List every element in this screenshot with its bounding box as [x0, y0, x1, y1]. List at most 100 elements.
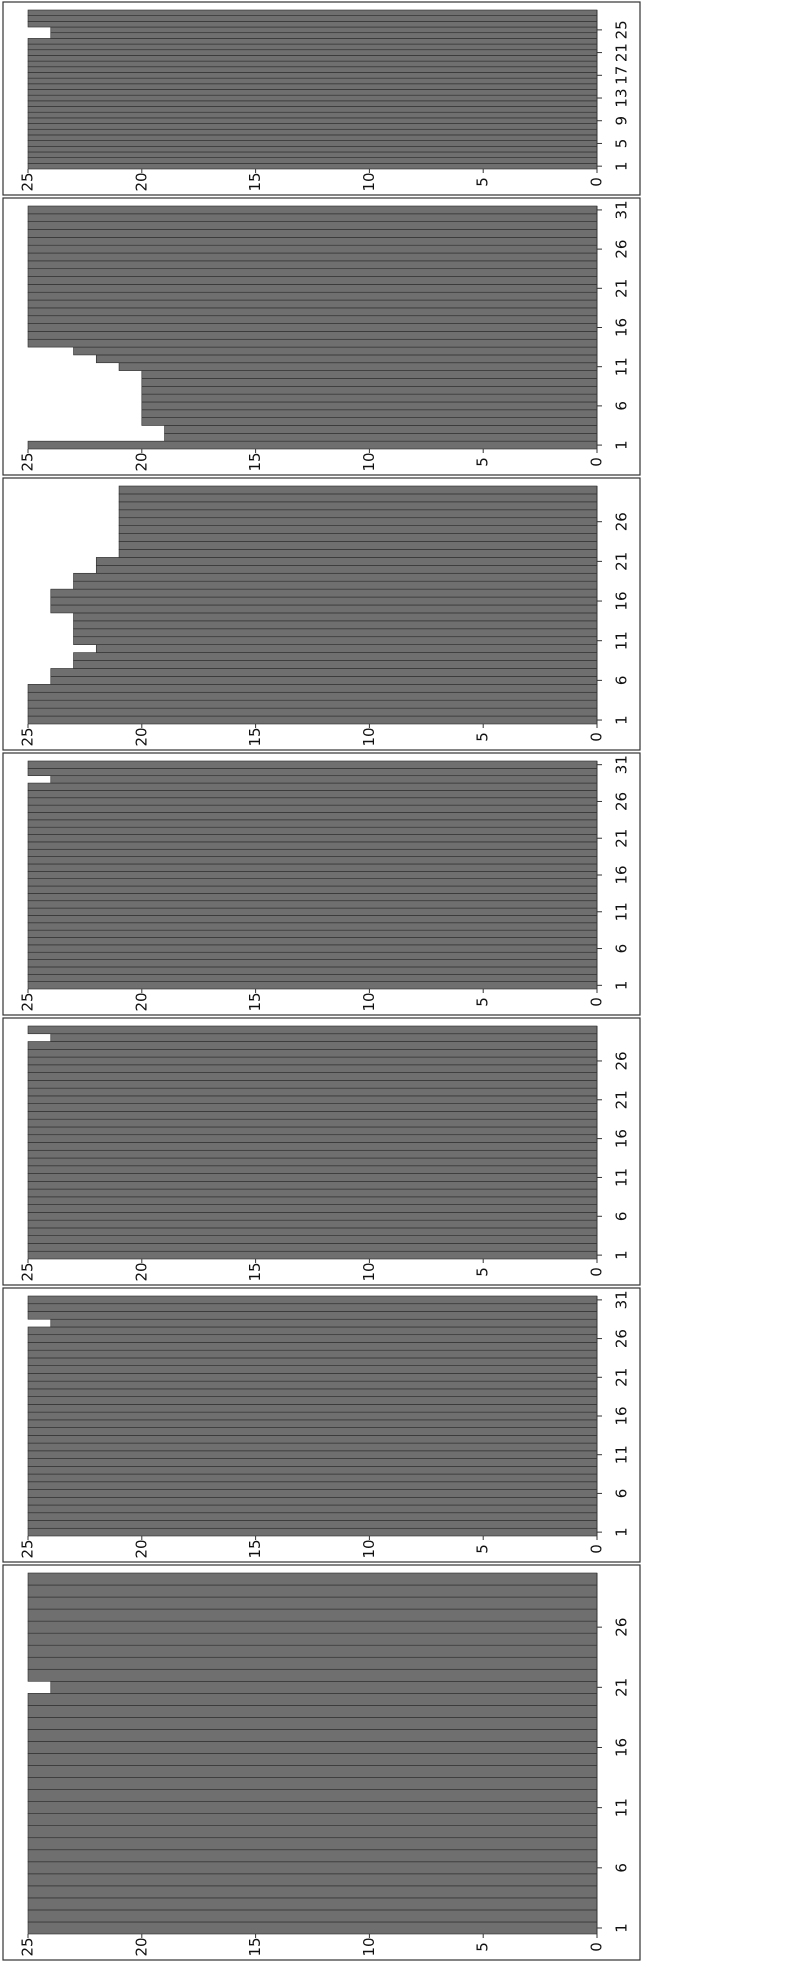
bar	[27, 1411, 598, 1421]
x-tick-label: 26	[613, 792, 631, 811]
y-tick-label: 10	[360, 1937, 378, 1956]
x-tick-label: 31	[613, 755, 631, 774]
bar	[73, 652, 598, 661]
x-tick-label: 31	[613, 1290, 631, 1309]
x-tick-label: 26	[613, 1051, 631, 1070]
bar	[27, 1134, 598, 1143]
x-tick-label: 16	[613, 1406, 631, 1425]
bar	[73, 620, 598, 630]
bar	[27, 900, 598, 909]
bar	[27, 966, 598, 975]
bar	[27, 1527, 598, 1537]
bar	[27, 1118, 598, 1128]
y-tick-label: 15	[246, 172, 264, 191]
panel-frame	[2, 1564, 641, 1961]
bar	[27, 1504, 598, 1514]
bar	[27, 760, 598, 769]
y-tick-label: 20	[132, 452, 150, 471]
bar	[118, 493, 598, 503]
x-tick-label: 1	[613, 1923, 631, 1933]
bar	[27, 1149, 598, 1159]
y-tick-label: 20	[132, 1539, 150, 1558]
bar	[27, 1111, 598, 1120]
bar	[27, 55, 598, 62]
y-tick-label: 10	[360, 992, 378, 1011]
bar	[141, 393, 598, 403]
bar	[27, 268, 598, 277]
y-tick-label: 10	[360, 1539, 378, 1558]
bar	[73, 612, 598, 622]
bar	[27, 1729, 598, 1742]
bar	[27, 1165, 598, 1174]
x-tick-label: 11	[613, 1798, 631, 1817]
bar	[27, 1188, 598, 1198]
y-tick-label: 15	[246, 1262, 264, 1281]
x-tick-label: 26	[613, 1329, 631, 1348]
bar	[27, 922, 598, 931]
y-tick-label: 20	[132, 727, 150, 746]
x-tick-label: 11	[613, 902, 631, 921]
bar	[27, 128, 598, 136]
panel-frame	[2, 477, 641, 751]
bar	[27, 338, 598, 348]
y-tick-label: 5	[474, 732, 492, 742]
bar	[27, 1419, 598, 1428]
bar	[27, 89, 598, 96]
bar	[27, 1489, 598, 1498]
bar	[27, 1442, 598, 1452]
bar	[27, 66, 598, 73]
bar	[27, 145, 598, 153]
bar	[50, 596, 598, 606]
x-tick-label: 16	[613, 1738, 631, 1757]
bar	[164, 433, 598, 442]
y-tick-label: 5	[474, 457, 492, 467]
bar	[27, 1243, 598, 1252]
bar	[27, 1095, 598, 1104]
bar	[27, 440, 598, 450]
bar	[27, 915, 598, 924]
x-tick-label: 13	[613, 88, 631, 107]
bar	[27, 1777, 598, 1790]
panel-frame	[2, 1, 641, 196]
x-tick-label: 26	[613, 512, 631, 531]
bar	[27, 834, 598, 843]
x-tick-label: 25	[613, 20, 631, 39]
bar	[50, 1681, 598, 1694]
bar	[27, 1825, 598, 1839]
bar	[27, 1142, 598, 1151]
bar	[27, 1632, 598, 1646]
bar	[27, 699, 598, 709]
bar	[27, 1396, 598, 1405]
bar	[27, 797, 598, 806]
y-tick-label: 25	[19, 1539, 37, 1558]
bar	[27, 307, 598, 317]
y-tick-label: 5	[474, 1942, 492, 1952]
bar	[27, 707, 598, 717]
y-tick-label: 5	[474, 1544, 492, 1554]
bar	[50, 26, 598, 34]
bar	[27, 1909, 598, 1923]
bar	[27, 1025, 598, 1035]
bar	[27, 252, 598, 262]
bar	[27, 1608, 598, 1622]
bar	[27, 1596, 598, 1610]
panel-frame	[2, 197, 641, 476]
x-tick-label: 6	[613, 944, 631, 954]
x-tick-label: 6	[613, 1489, 631, 1499]
bar	[27, 291, 598, 301]
bar	[27, 60, 598, 68]
bar	[27, 959, 598, 968]
bar	[27, 1103, 598, 1112]
bar	[27, 276, 598, 285]
bar	[164, 425, 598, 434]
x-tick-label: 11	[613, 357, 631, 376]
bar	[27, 856, 598, 865]
bar	[27, 1458, 598, 1467]
bar	[27, 812, 598, 821]
bar	[27, 1219, 598, 1229]
bar	[73, 660, 598, 669]
bar	[27, 72, 598, 79]
bar	[27, 1227, 598, 1237]
bar	[118, 501, 598, 511]
